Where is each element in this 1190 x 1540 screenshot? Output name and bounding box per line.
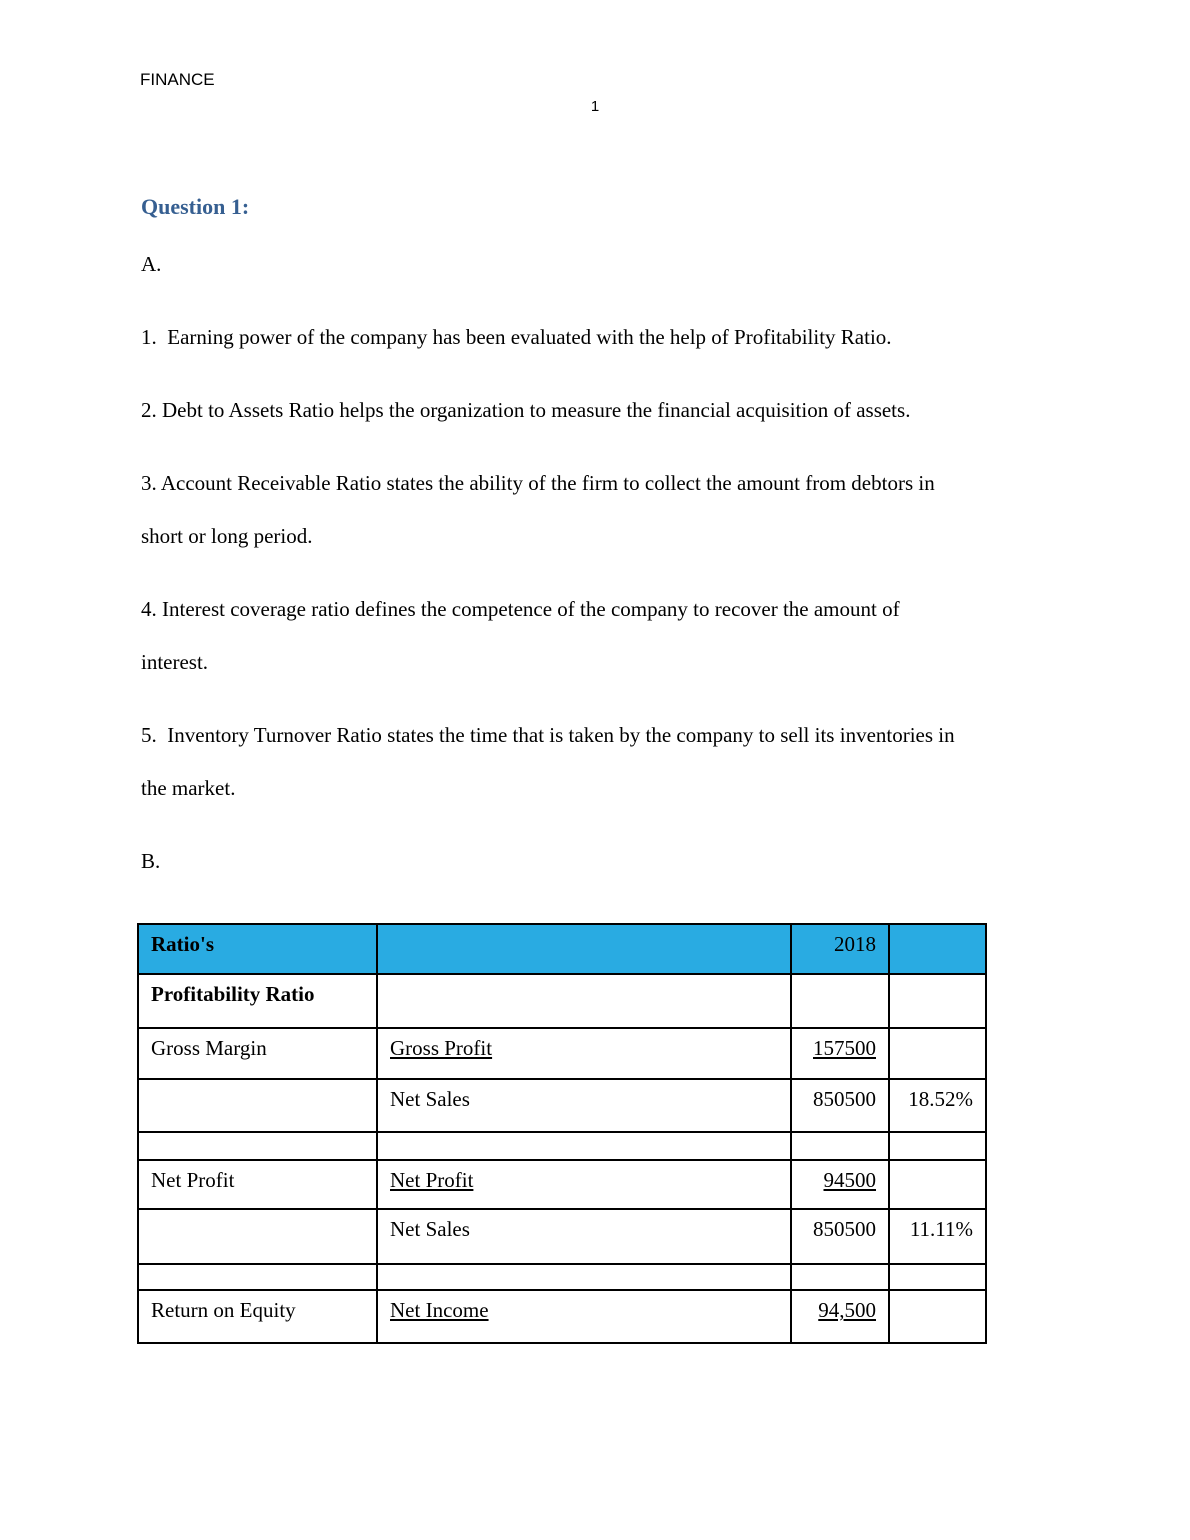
section-b-label: B.: [141, 849, 161, 873]
paragraph-2-line-1: 2. Debt to Assets Ratio helps the organi…: [141, 398, 911, 422]
cell-empty: [888, 1027, 987, 1080]
ratios-table: Ratio's 2018 Profitability Ratio Gross M…: [137, 923, 987, 1344]
cell-gross-profit-value: 157500: [790, 1027, 890, 1080]
paragraph-5: 5. Inventory Turnover Ratio states the t…: [141, 709, 1051, 815]
paragraph-4-line-2: interest.: [141, 650, 209, 674]
section-a-label: A.: [141, 252, 162, 276]
cell-empty: [376, 1131, 792, 1161]
cell-empty: [376, 973, 792, 1029]
cell-gross-margin-result: 18.52%: [888, 1078, 987, 1133]
cell-net-sales-value: 850500: [790, 1078, 890, 1133]
paragraph-3: 3. Account Receivable Ratio states the a…: [141, 457, 1051, 563]
paragraph-1-line-1: 1. Earning power of the company has been…: [141, 325, 892, 349]
cell-net-profit-result: 11.11%: [888, 1208, 987, 1265]
table-header-row: Ratio's 2018: [137, 923, 987, 975]
table-row-net-profit-net-sales: Net Sales 850500 11.11%: [137, 1208, 987, 1265]
cell-empty: [790, 1263, 890, 1291]
cell-gross-profit-label: Gross Profit: [376, 1027, 792, 1080]
cell-empty: [888, 1159, 987, 1210]
paragraph-4-line-1: 4. Interest coverage ratio defines the c…: [141, 597, 900, 621]
table-row-gross-margin-net-sales: Net Sales 850500 18.52%: [137, 1078, 987, 1133]
table-row-spacer: [137, 1131, 987, 1161]
paragraph-3-line-1: 3. Account Receivable Ratio states the a…: [141, 471, 935, 495]
cell-net-sales-value: 850500: [790, 1208, 890, 1265]
cell-empty: [790, 973, 890, 1029]
cell-gross-margin: Gross Margin: [137, 1027, 378, 1080]
cell-empty: [790, 1131, 890, 1161]
cell-empty: [137, 1263, 378, 1291]
table-row-gross-margin: Gross Margin Gross Profit 157500: [137, 1027, 987, 1080]
cell-empty: [888, 973, 987, 1029]
cell-empty: [376, 1263, 792, 1291]
cell-net-income-value: 94,500: [790, 1289, 890, 1344]
cell-net-profit: Net Profit: [137, 1159, 378, 1210]
running-header: FINANCE: [140, 70, 215, 89]
table-row-profitability: Profitability Ratio: [137, 973, 987, 1029]
table-row-net-profit: Net Profit Net Profit 94500: [137, 1159, 987, 1210]
cell-empty: [888, 1131, 987, 1161]
cell-net-income-label: Net Income: [376, 1289, 792, 1344]
cell-profitability-ratio: Profitability Ratio: [137, 973, 378, 1029]
cell-net-profit-label: Net Profit: [376, 1159, 792, 1210]
paragraph-5-line-2: the market.: [141, 776, 236, 800]
table-row-return-on-equity: Return on Equity Net Income 94,500: [137, 1289, 987, 1344]
page-number: 1: [590, 98, 600, 115]
paragraph-5-line-1: 5. Inventory Turnover Ratio states the t…: [141, 723, 955, 747]
document-body: Question 1: A. 1. Earning power of the c…: [137, 190, 1051, 1344]
cell-empty: [137, 1208, 378, 1265]
cell-empty: [888, 1289, 987, 1344]
paragraph-1: 1. Earning power of the company has been…: [141, 311, 1051, 364]
cell-return-on-equity: Return on Equity: [137, 1289, 378, 1344]
cell-net-sales-label: Net Sales: [376, 1208, 792, 1265]
header-cell-empty2: [888, 923, 987, 975]
header-cell-year: 2018: [790, 923, 890, 975]
cell-empty: [137, 1131, 378, 1161]
paragraph-3-line-2: short or long period.: [141, 524, 313, 548]
cell-net-profit-value: 94500: [790, 1159, 890, 1210]
question-heading: Question 1:: [141, 194, 250, 219]
cell-net-sales-label: Net Sales: [376, 1078, 792, 1133]
paragraph-2: 2. Debt to Assets Ratio helps the organi…: [141, 384, 1051, 437]
paragraph-4: 4. Interest coverage ratio defines the c…: [141, 583, 1051, 689]
cell-empty: [888, 1263, 987, 1291]
header-cell-ratios: Ratio's: [137, 923, 378, 975]
cell-empty: [137, 1078, 378, 1133]
header-cell-empty: [376, 923, 792, 975]
table-row-spacer: [137, 1263, 987, 1291]
